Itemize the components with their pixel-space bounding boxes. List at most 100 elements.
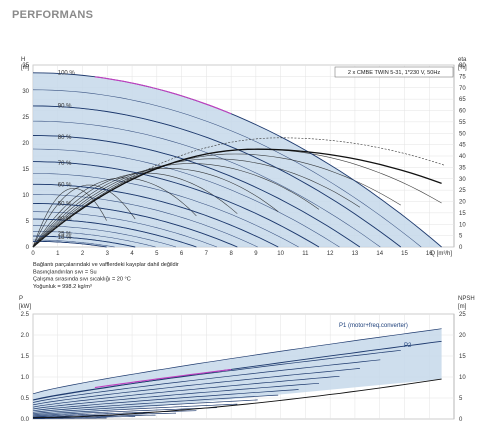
x-tick-label: 3 <box>106 251 110 257</box>
x-tick-label: 8 <box>229 251 233 257</box>
x-tick-label: 15 <box>401 251 408 257</box>
speed-curve <box>32 89 422 248</box>
page-title: PERFORMANS <box>12 9 94 21</box>
power-curve <box>32 394 279 413</box>
efficiency-dashed-curve <box>32 137 445 248</box>
x-tick-label: 9 <box>254 251 258 257</box>
y2-tick-label: 35 <box>459 165 466 171</box>
speed-curve <box>33 231 156 248</box>
p-tick-label: 1.0 <box>21 375 30 381</box>
note-line: Bağlantı parçalarındaki ve vafflerdeki k… <box>33 262 179 268</box>
speed-label: 40 % <box>58 217 72 223</box>
efficiency-curve <box>32 177 197 248</box>
duty-curve <box>94 76 232 115</box>
y2-tick-label: 5 <box>459 234 463 240</box>
speed-curve-90 <box>32 105 402 248</box>
p-tick-label: 0.5 <box>21 396 30 402</box>
p1-label: P1 (motor+freq.converter) <box>339 323 408 329</box>
y2-tick-label: 25 <box>459 188 466 194</box>
efficiency-curve <box>32 184 136 248</box>
power-curve <box>32 399 258 415</box>
x-tick-label: 16 <box>426 251 433 257</box>
speed-label: 18 % <box>58 235 72 241</box>
y2-tick-label: 30 <box>459 177 466 183</box>
efficiency-curve <box>32 153 401 248</box>
y-axis-unit: [m] <box>21 65 30 71</box>
npsh-tick-label: 25 <box>459 312 466 318</box>
y2-tick-label: 10 <box>459 222 466 228</box>
y2-axis-label: eta <box>458 57 467 63</box>
power-curve <box>32 382 320 410</box>
efficiency-max-curve <box>32 148 442 248</box>
p-tick-label: 2.5 <box>21 312 30 318</box>
p2-label: P2 <box>404 343 412 349</box>
power-curve <box>32 359 381 403</box>
npsh-tick-label: 20 <box>459 333 466 339</box>
speed-curve-50 <box>32 202 238 248</box>
efficiency-curve <box>32 163 320 248</box>
speed-curve-40 <box>33 218 197 248</box>
duty-power-curve <box>94 368 232 389</box>
y2-tick-label: 60 <box>459 109 466 115</box>
speed-curve <box>32 148 340 248</box>
y-tick-label: 20 <box>22 141 29 147</box>
y-axis-label: H <box>21 57 25 63</box>
speed-curve <box>33 211 217 248</box>
y2-tick-label: 20 <box>459 200 466 206</box>
speed-curve-70 <box>32 161 320 248</box>
npsh-tick-label: 0 <box>459 417 463 423</box>
y2-tick-label: 55 <box>459 120 466 126</box>
power-curve <box>32 375 340 408</box>
power-curve <box>32 328 442 395</box>
power-curve <box>32 410 197 418</box>
note-line: Yoğunluk = 998.2 kg/m³ <box>33 284 92 290</box>
note-line: Basınçlandırılan sıvı = Su <box>33 269 97 275</box>
speed-curve-60 <box>33 183 279 248</box>
power-curve <box>32 368 360 406</box>
power-curve <box>33 417 107 420</box>
p-axis-label: P <box>19 296 23 302</box>
speed-label: 25 % <box>58 232 72 238</box>
speed-curve <box>33 239 115 248</box>
speed-curve-25 <box>33 235 136 248</box>
y-tick-label: 30 <box>22 89 29 95</box>
speed-label: 70 % <box>58 161 72 167</box>
speed-curve <box>32 120 381 248</box>
x-tick-label: 7 <box>205 251 209 257</box>
p-tick-label: 1.5 <box>21 354 30 360</box>
efficiency-curve <box>32 158 361 248</box>
y2-tick-label: 75 <box>459 74 466 80</box>
npsh-axis-label: NPSH <box>458 296 475 302</box>
x-tick-label: 1 <box>56 251 60 257</box>
legend-box <box>334 66 454 78</box>
speed-label: 80 % <box>58 135 72 141</box>
efficiency-curve <box>32 172 238 248</box>
power-curve <box>32 403 238 416</box>
speed-label: 90 % <box>58 104 72 110</box>
power-curve <box>32 416 136 419</box>
speed-label: 50 % <box>58 201 72 207</box>
legend-text: 2 x CMBE TWIN 5-31, 1*230 V, 50Hz <box>348 70 441 76</box>
p-tick-label: 0.0 <box>21 417 30 423</box>
power-envelope <box>33 328 442 419</box>
x-tick-label: 10 <box>277 251 284 257</box>
p-axis-unit: [kW] <box>19 304 31 310</box>
power-curve <box>32 407 217 417</box>
p-tick-label: 2.0 <box>21 333 30 339</box>
y-tick-label: 15 <box>22 167 29 173</box>
p2-curve <box>32 340 442 401</box>
npsh-tick-label: 15 <box>459 354 466 360</box>
y-tick-label: 25 <box>22 115 29 121</box>
speed-curve <box>33 194 258 248</box>
x-tick-label: 2 <box>81 251 85 257</box>
speed-curve-80 <box>32 135 361 248</box>
npsh-tick-label: 10 <box>459 375 466 381</box>
y2-tick-label: 0 <box>459 245 463 251</box>
y2-axis-unit: [%] <box>458 65 467 71</box>
y-tick-label: 0 <box>26 245 30 251</box>
x-tick-label: 5 <box>155 251 159 257</box>
y-tick-label: 5 <box>26 219 30 225</box>
power-curve <box>32 389 299 412</box>
speed-curve <box>33 173 299 248</box>
